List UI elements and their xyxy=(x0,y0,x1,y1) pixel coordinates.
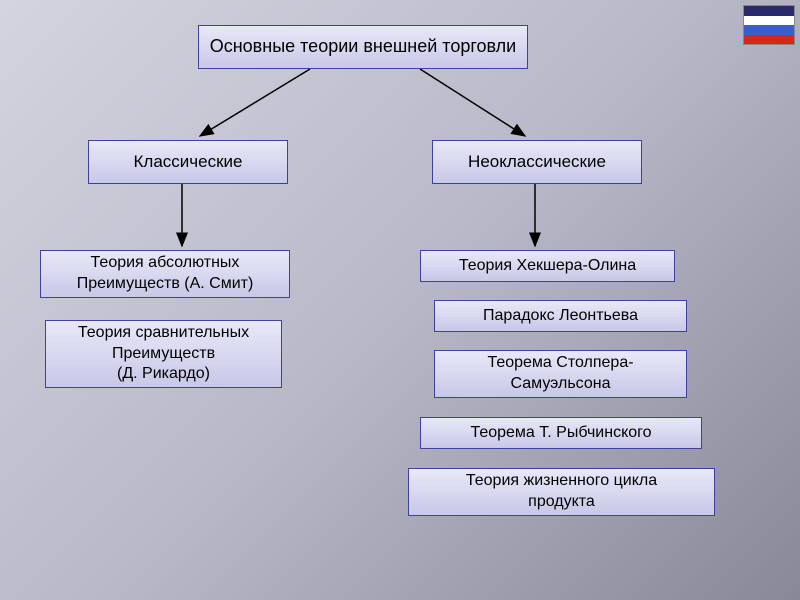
node-label: Теория Хекшера-Олина xyxy=(459,256,636,277)
node-c1: Теория абсолютныхПреимуществ (А. Смит) xyxy=(40,250,290,298)
node-label: Теорема Столпера-Самуэльсона xyxy=(487,353,633,395)
logo-flag xyxy=(743,5,795,45)
node-n1: Теория Хекшера-Олина xyxy=(420,250,675,282)
node-label: Теория сравнительныхПреимуществ(Д. Рикар… xyxy=(78,323,249,385)
node-n4: Теорема Т. Рыбчинского xyxy=(420,417,702,449)
node-root: Основные теории внешней торговли xyxy=(198,25,528,69)
node-n2: Парадокс Леонтьева xyxy=(434,300,687,332)
node-label: Теория жизненного циклапродукта xyxy=(466,471,657,513)
node-classic: Классические xyxy=(88,140,288,184)
flag-blue xyxy=(744,25,794,35)
node-c2: Теория сравнительныхПреимуществ(Д. Рикар… xyxy=(45,320,282,388)
node-label: Неоклассические xyxy=(468,151,606,173)
node-n3: Теорема Столпера-Самуэльсона xyxy=(434,350,687,398)
logo-emblem-stripe xyxy=(744,6,794,16)
node-label: Парадокс Леонтьева xyxy=(483,306,638,327)
node-label: Основные теории внешней торговли xyxy=(210,35,517,58)
node-n5: Теория жизненного циклапродукта xyxy=(408,468,715,516)
node-neo: Неоклассические xyxy=(432,140,642,184)
node-label: Теория абсолютныхПреимуществ (А. Смит) xyxy=(77,253,254,295)
node-label: Классические xyxy=(134,151,243,173)
flag-red xyxy=(744,35,794,45)
node-label: Теорема Т. Рыбчинского xyxy=(470,423,651,444)
flag-white xyxy=(744,16,794,26)
